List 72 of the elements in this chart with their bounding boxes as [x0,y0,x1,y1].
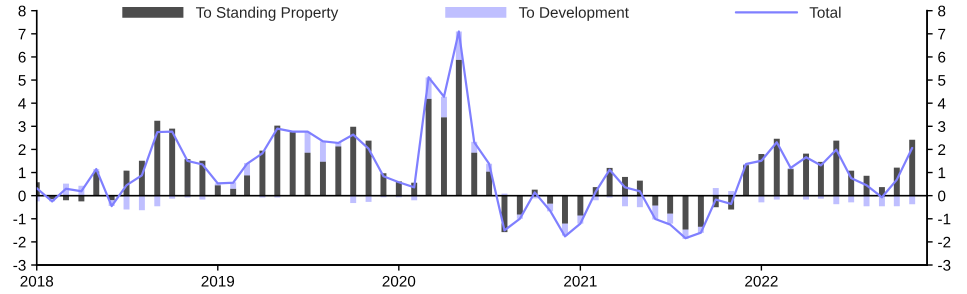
y-tick-label: 7 [18,28,26,40]
bar [440,117,447,196]
y2-tick-label: 3 [938,121,946,132]
x-tick-label: 2019 [202,276,234,287]
y-tick-label: 8 [18,6,26,16]
y-tick-label: 2 [18,144,26,155]
x-tick-label: 2021 [564,276,597,287]
bar [259,150,266,196]
y-tick-label: -1 [13,214,26,224]
bar [667,196,674,214]
bar [909,140,916,196]
bar [304,152,311,196]
bar [290,132,296,196]
bar [274,126,280,196]
bar [184,159,191,196]
y-tick-label: -2 [13,236,26,248]
bar [138,196,145,210]
y-tick-label: 6 [18,52,26,63]
y-tick-label: -3 [13,260,26,271]
y2-tick-label: -3 [938,260,950,271]
bar [214,185,221,196]
y-tick-label: 5 [18,75,26,86]
y2-tick-label: 6 [938,52,946,63]
bar [350,126,356,196]
bar [577,196,584,216]
bar [622,196,628,206]
y2-tick-label: 4 [938,98,946,109]
bar [788,169,794,196]
y-tick-label: 3 [18,121,26,132]
legend-label: To Development [518,6,629,21]
bar [758,154,764,196]
y2-tick-label: 2 [938,144,946,155]
y2-tick-label: 8 [938,6,946,16]
line-series [36,30,914,240]
y2-tick-label: 0 [938,190,946,202]
x-tick-label: 2020 [382,276,416,287]
bar [562,196,568,224]
bar [682,196,688,230]
bar [230,188,236,196]
bar [169,128,176,196]
bar [803,154,810,196]
bar [320,162,326,196]
bar [244,175,250,196]
legend-label: Total [810,6,840,18]
x-tick-label: 2022 [745,276,778,287]
bar [516,196,523,215]
y2-tick-label: -1 [938,214,950,224]
bar [440,96,447,118]
bar [698,196,704,227]
y2-tick-label: 7 [938,28,946,40]
bar [894,196,900,206]
bar [667,214,674,224]
bar [774,138,780,196]
bar [124,196,130,210]
bar [864,196,870,206]
bar [304,132,311,153]
y2-tick-label: -2 [938,236,950,248]
x-tick-label: 2018 [20,276,54,287]
y-tick-label: 4 [18,98,26,109]
bar [320,141,326,162]
y-tick-label: 0 [18,190,26,202]
bar [426,98,432,196]
bar [471,152,478,196]
bar [366,140,372,196]
bar [486,172,492,196]
bar [335,146,342,196]
bar [833,140,840,196]
y2-tick-label: 1 [938,168,946,178]
bar [456,60,462,196]
y2-tick-label: 5 [938,75,946,86]
legend-label: To Standing Property [196,6,338,21]
y-tick-label: 1 [19,168,26,178]
